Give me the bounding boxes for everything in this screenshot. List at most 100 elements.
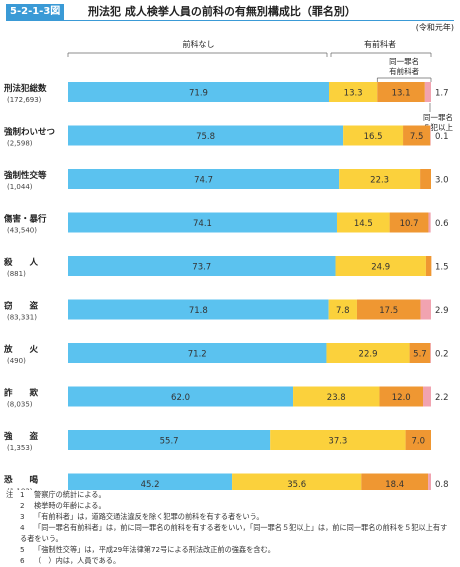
category-label: 強 盗 (4, 431, 39, 442)
bar-segment-same_record (420, 169, 431, 189)
note-item: 5 「強制性交等」は，平成29年法律第72号による刑法改正前の強姦を含む。 (20, 545, 275, 554)
category-label: 強制性交等 (4, 170, 47, 181)
bar-segment-same_5plus (420, 299, 431, 320)
unit-label: (令和元年) (415, 23, 454, 32)
bar-segment-same_record (379, 386, 424, 407)
data-label: 3.0 (435, 176, 449, 186)
category-label: 恐 喝 (4, 475, 39, 486)
note-item: 3 「有前科者」は，道路交通法違反を除く犯罪の前科を有する者をいう。 (20, 512, 264, 521)
bar-segment-same_5plus (424, 82, 431, 102)
bar-segment-other_record (232, 473, 362, 490)
bar-segment-no_record (68, 473, 233, 490)
data-label: 12.0 (392, 393, 411, 403)
category-label: 刑法犯総数 (4, 83, 47, 94)
bar-segment-same_record (356, 299, 421, 320)
category-count: (1,182) (7, 488, 33, 491)
bar-segment-no_record (68, 299, 329, 320)
category-count: (83,331) (7, 314, 37, 322)
bar-segment-no_record (68, 256, 336, 276)
category-count: (490) (7, 357, 26, 365)
category-count: (1,044) (7, 183, 33, 191)
category-label: 窃 盗 (4, 301, 39, 312)
data-label: 55.7 (160, 437, 179, 447)
header-same-5plus-label: ５犯以上 (423, 122, 453, 132)
category-label: 詐 欺 (4, 388, 39, 399)
category-label: 強制わいせつ (4, 127, 55, 138)
bar-segment-same_record (361, 473, 429, 490)
bar-segment-no_record (68, 82, 329, 102)
bar-segment-other_record (328, 299, 357, 320)
bar-segment-other_record (270, 430, 406, 450)
data-label: 0.1 (435, 132, 449, 142)
header-same-record-label: 有前科者 (389, 66, 419, 76)
category-count: (172,693) (7, 96, 42, 104)
data-label: 14.5 (354, 219, 373, 229)
notes-head: 注 (6, 490, 14, 499)
data-label: 74.1 (193, 219, 212, 229)
bar-segment-same_record (405, 430, 431, 450)
bar-segment-same_5plus (428, 473, 431, 490)
data-label: 7.5 (410, 132, 424, 142)
note-item: 4 「同一罪名有前科者」は，前に同一罪名の前科を有する者をいい，「同一罪名５犯以上… (20, 523, 448, 543)
data-label: 16.5 (364, 132, 383, 142)
bar-segment-no_record (68, 386, 294, 407)
bar-segment-same_5plus (430, 343, 431, 363)
category-label: 放 火 (3, 344, 39, 355)
data-label: 18.4 (385, 480, 404, 490)
category-count: (43,540) (7, 227, 37, 235)
data-label: 74.7 (194, 176, 213, 186)
note-item: 1 警察庁の統計による。 (20, 490, 106, 499)
data-label: 13.1 (392, 89, 411, 99)
bar-segment-no_record (68, 212, 337, 233)
bar-segment-other_record (293, 386, 380, 407)
bar-segment-same_record (389, 212, 429, 233)
data-label: 22.9 (359, 350, 378, 360)
data-label: 71.8 (189, 306, 208, 316)
bar-segment-same_record (377, 82, 425, 102)
data-label: 10.7 (400, 219, 419, 229)
data-label: 0.6 (435, 219, 449, 229)
data-label: 2.9 (435, 306, 449, 316)
bar-segment-same_record (425, 256, 432, 276)
category-label: 殺 人 (3, 257, 39, 268)
bar-segment-same_5plus (423, 386, 431, 407)
bar-segment-same_5plus (430, 125, 431, 146)
figure-number: 5-2-1-3図 (6, 4, 65, 20)
data-label: 1.5 (435, 263, 449, 273)
data-label: 0.2 (435, 350, 449, 360)
category-label: 傷害・暴行 (3, 214, 47, 225)
bar-segment-other_record (328, 82, 378, 102)
category-count: (8,035) (7, 401, 33, 409)
bar-segment-no_record (68, 430, 271, 450)
header-same-record-label: 同一罪名 (389, 56, 419, 66)
bar-segment-other_record (339, 169, 421, 189)
bar-segment-no_record (68, 125, 344, 146)
bar-segment-no_record (68, 343, 327, 363)
title-underline (6, 20, 454, 21)
bar-segment-same_record (409, 343, 431, 363)
category-count: (2,598) (7, 140, 33, 148)
figure-title: 刑法犯 成人検挙人員の前科の有無別構成比（罪名別） (88, 5, 356, 18)
header-with-record-label: 有前科者 (364, 39, 396, 49)
data-label: 24.9 (371, 263, 390, 273)
data-label: 62.0 (171, 393, 190, 403)
bar-segment-other_record (343, 125, 404, 146)
bar-segment-other_record (326, 343, 410, 363)
bar-segment-no_record (68, 169, 340, 189)
category-count: (881) (7, 270, 26, 278)
bar-segment-same_5plus (428, 212, 431, 233)
data-label: 2.2 (435, 393, 449, 403)
data-label: 45.2 (141, 480, 160, 490)
stacked-bar-chart: 前科なし 有前科者同一罪名有前科者同一罪名５犯以上刑法犯総数(172,693)71… (3, 39, 453, 491)
category-count: (1,353) (7, 444, 33, 452)
data-label: 73.7 (192, 263, 211, 273)
data-label: 7.8 (336, 306, 350, 316)
data-label: 5.7 (413, 350, 427, 360)
data-label: 7.0 (412, 437, 426, 447)
data-label: 0.8 (435, 480, 449, 490)
data-label: 35.6 (287, 480, 306, 490)
data-label: 1.7 (435, 89, 449, 99)
bar-segment-other_record (335, 256, 426, 276)
figure-title-bar: 5-2-1-3図 刑法犯 成人検挙人員の前科の有無別構成比（罪名別） (6, 4, 454, 21)
header-same-5plus-label: 同一罪名 (423, 112, 453, 122)
